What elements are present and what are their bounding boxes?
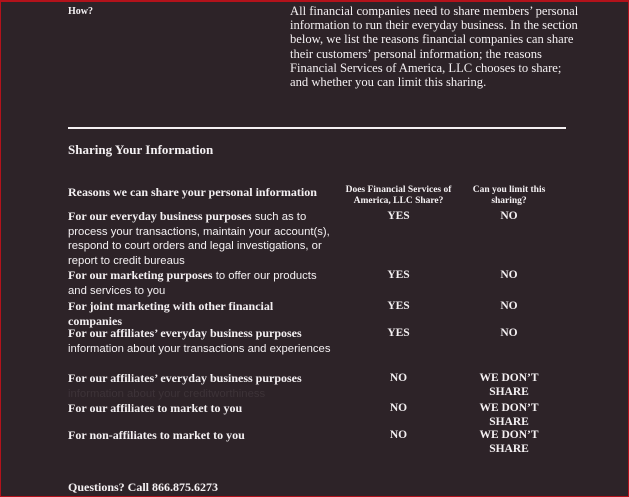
share-value: YES: [387, 210, 410, 222]
limit-value: NO: [500, 210, 518, 222]
how-label: How?: [68, 6, 93, 17]
reason-detail: information about your transactions and …: [68, 342, 331, 355]
questions-contact: Questions? Call 866.875.6273: [68, 480, 219, 494]
share-value: NO: [389, 402, 408, 414]
section-title: Sharing Your Information: [68, 142, 214, 157]
reason-detail: such as to process your transactions, ma…: [68, 211, 330, 268]
intro-paragraph: All financial companies need to share me…: [290, 4, 579, 90]
reason-bold: For our everyday business purposes: [68, 209, 252, 223]
column-header-limit: Can you limit this sharing?: [472, 185, 546, 206]
limit-value: NO: [500, 300, 518, 312]
limit-value: NO: [500, 269, 518, 281]
limit-value: NO: [500, 327, 518, 339]
column-header-reasons: Reasons we can share your personal infor…: [68, 185, 317, 199]
reason-detail: to offer our products and services to yo…: [68, 270, 317, 297]
reason-bold: For our affiliates’ everyday business pu…: [68, 371, 302, 385]
reason-bold: For our marketing purposes: [68, 268, 213, 282]
reason-bold: For joint marketing with other financial…: [68, 299, 274, 328]
share-value: YES: [387, 269, 410, 281]
reason-bold: For non-affiliates to market to you: [68, 428, 245, 442]
column-header-share: Does Financial Services of America, LLC …: [345, 185, 452, 206]
limit-value: WE DON’T SHARE: [479, 372, 539, 398]
reason-bold: For our affiliates to market to you: [68, 401, 243, 415]
share-value: NO: [389, 429, 408, 441]
share-value: YES: [387, 327, 410, 339]
reason-detail: information about your creditworthiness: [68, 387, 266, 400]
reason-bold: For our affiliates’ everyday business pu…: [68, 326, 302, 340]
limit-value: WE DON’T SHARE: [479, 402, 539, 428]
limit-value: WE DON’T SHARE: [479, 429, 539, 455]
share-value: YES: [387, 300, 410, 312]
share-value: NO: [389, 372, 408, 384]
divider: [68, 127, 566, 129]
